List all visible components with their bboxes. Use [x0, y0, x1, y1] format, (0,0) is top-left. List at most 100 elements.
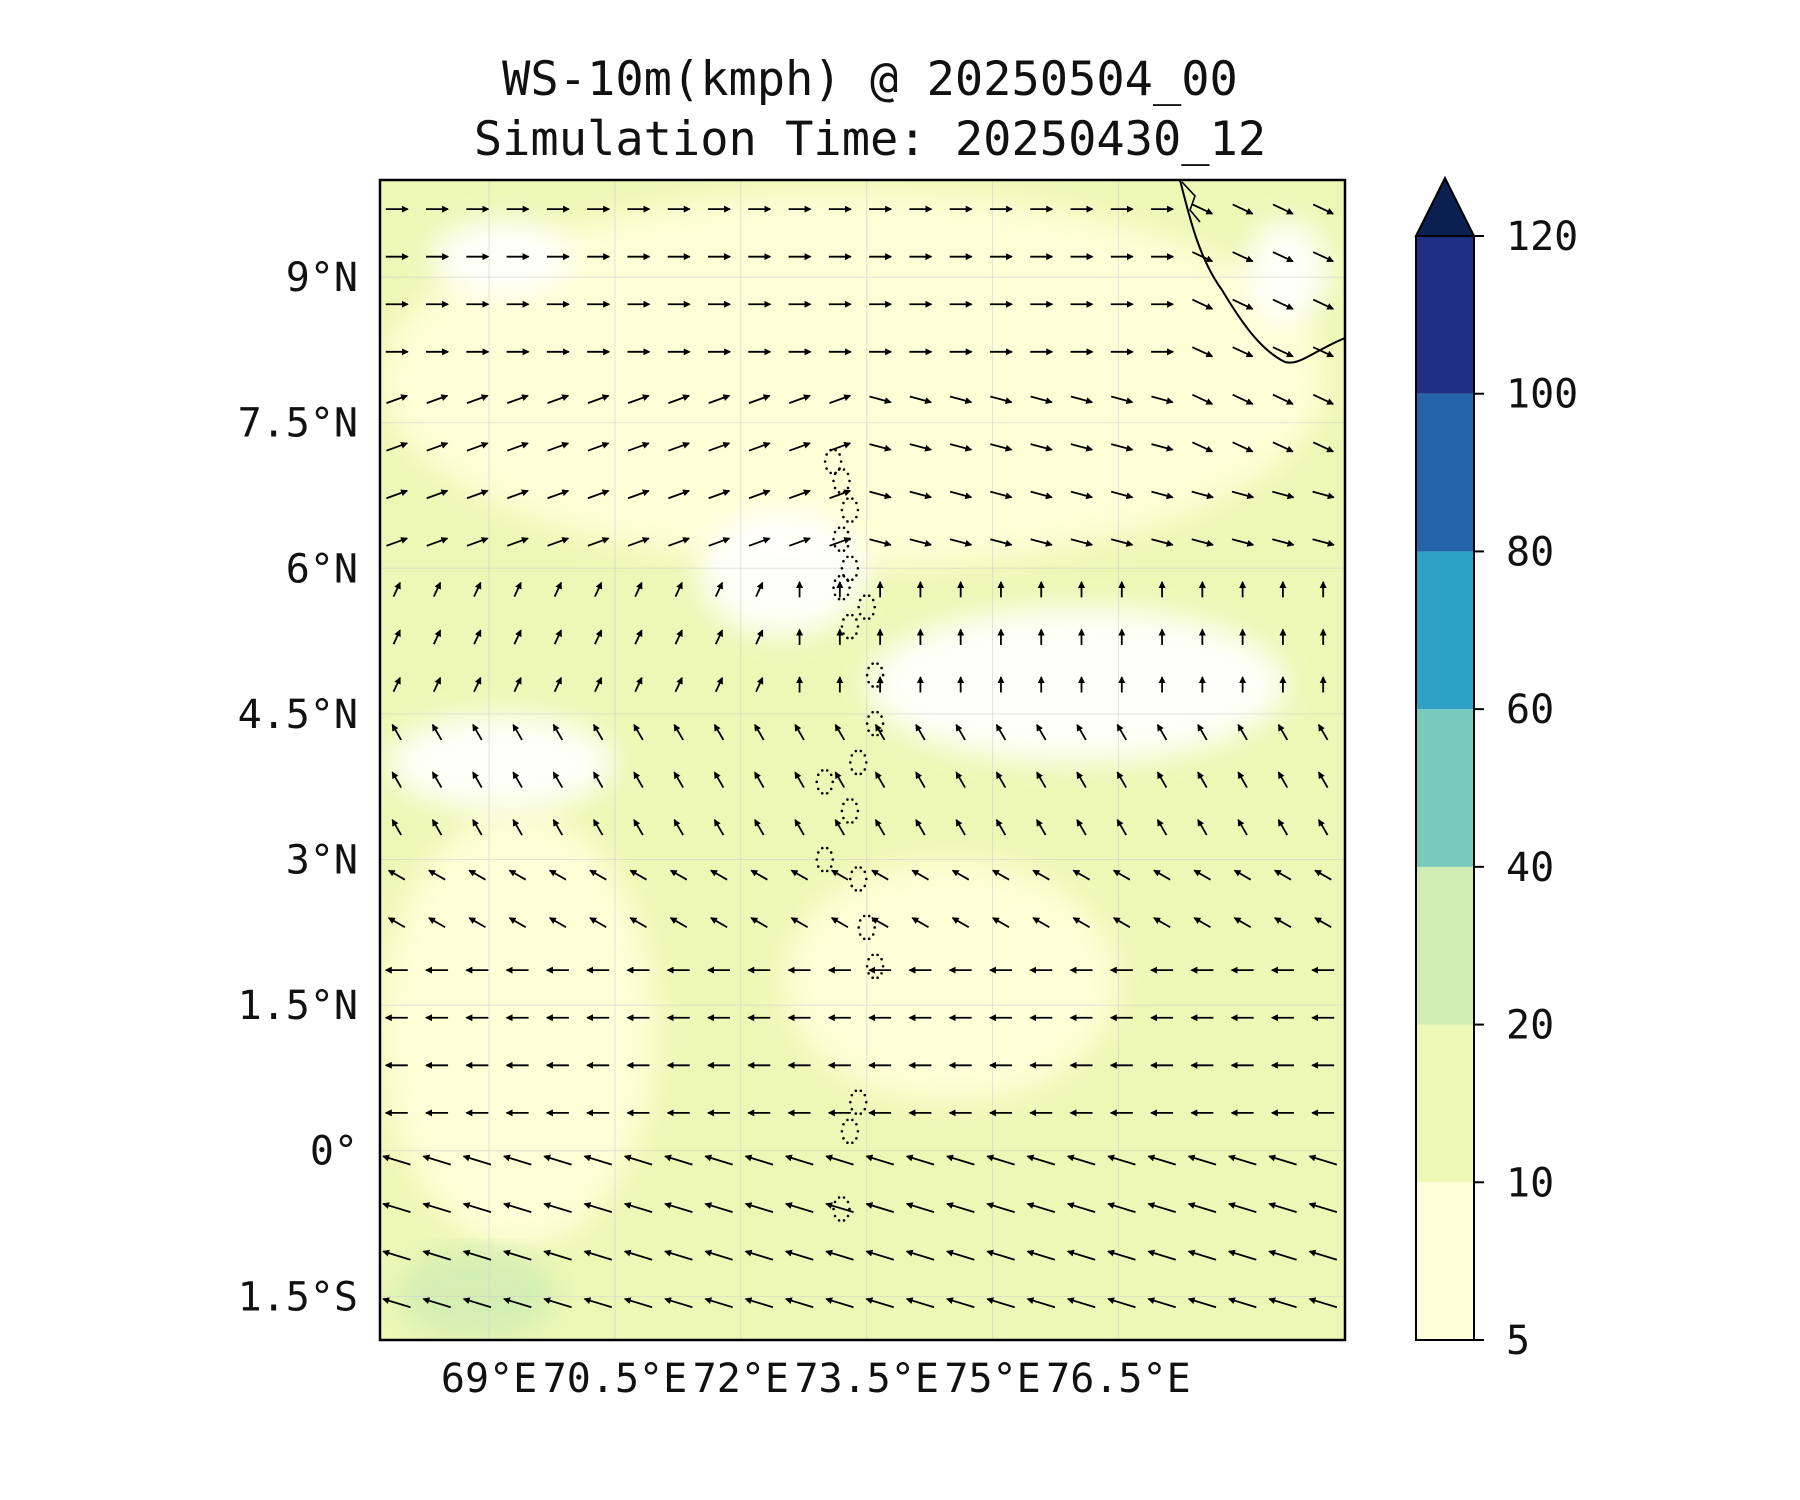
wind-arrow — [431, 723, 443, 741]
wind-arrow — [673, 771, 684, 788]
wind-arrow — [1187, 1202, 1217, 1214]
wind-arrow — [627, 394, 650, 404]
wind-arrow — [710, 917, 728, 929]
wind-arrow — [871, 869, 889, 881]
atoll-dot — [859, 889, 863, 892]
wind-arrow — [386, 489, 409, 500]
y-tick-label: 3°N — [286, 837, 358, 883]
atoll-dot — [842, 618, 845, 621]
atoll-dot — [871, 598, 875, 602]
wind-arrow — [553, 676, 562, 693]
wind-arrow — [986, 1202, 1015, 1214]
atoll-dot — [842, 501, 845, 505]
wind-arrow — [714, 581, 724, 597]
atoll-dot — [856, 508, 860, 512]
atoll-dot — [846, 486, 850, 490]
atoll-dot — [825, 453, 828, 456]
wind-arrow — [553, 581, 562, 597]
atoll-dot — [846, 636, 849, 640]
wind-arrow — [392, 629, 401, 645]
wind-arrow — [669, 917, 688, 929]
wind-arrow — [1110, 443, 1134, 452]
wind-arrow — [473, 676, 482, 693]
atoll-dot — [865, 761, 868, 764]
atoll-dot — [816, 773, 820, 777]
atoll-dot — [871, 933, 875, 936]
atoll-dot — [881, 964, 885, 968]
wind-arrow — [1147, 1249, 1177, 1261]
map-plot-area — [380, 180, 1345, 1340]
atoll-dot — [859, 1089, 863, 1093]
wind-arrow — [1233, 917, 1252, 929]
atoll-dot — [871, 976, 874, 979]
wind-arrow — [426, 394, 449, 404]
wind-arrow — [543, 1202, 572, 1214]
wind-arrow — [1197, 818, 1208, 836]
atoll-dot — [846, 1141, 849, 1145]
atoll-dot — [851, 497, 854, 500]
wind-arrow — [788, 441, 811, 452]
wind-arrow — [513, 676, 522, 693]
wind-arrow — [432, 676, 442, 693]
colorbar-segment — [1416, 709, 1474, 867]
wind-arrow — [629, 917, 647, 929]
atoll-dot — [863, 884, 867, 888]
wind-arrow — [744, 1154, 774, 1166]
atoll-dot — [862, 617, 866, 620]
atoll-dot — [837, 549, 841, 552]
light-region-2 — [380, 189, 1329, 569]
wind-arrow — [1318, 818, 1329, 836]
colorbar-segment — [1416, 1182, 1474, 1340]
atoll-dot — [851, 520, 854, 523]
wind-arrow — [1151, 538, 1174, 547]
colorbar-frame — [1415, 235, 1475, 1341]
wind-arrow — [1308, 1297, 1338, 1309]
wind-arrow — [386, 441, 409, 452]
wind-arrow — [1318, 723, 1329, 741]
wind-arrow — [784, 1249, 814, 1261]
wind-arrow — [1187, 1297, 1217, 1309]
wind-arrow — [1193, 869, 1211, 881]
atoll-dot — [832, 537, 835, 541]
atoll-dot — [855, 515, 858, 519]
wind-arrow — [1112, 869, 1131, 881]
atoll-dot — [871, 733, 874, 737]
wind-arrow — [592, 818, 604, 836]
wind-arrow — [704, 1202, 733, 1214]
wind-arrow — [664, 1202, 693, 1214]
atoll-dot — [842, 549, 846, 552]
atoll-dot — [849, 1100, 852, 1104]
calm-region-0 — [698, 510, 867, 637]
atoll-dot — [829, 773, 833, 777]
atoll-dot — [867, 937, 871, 941]
wind-arrow — [547, 489, 570, 500]
wind-arrow — [713, 723, 725, 741]
wind-arrow — [794, 818, 805, 836]
atoll-dot — [842, 574, 846, 578]
wind-arrow — [508, 869, 527, 881]
wind-arrow — [1156, 818, 1168, 836]
wind-arrow — [794, 771, 805, 788]
wind-arrow — [1066, 1297, 1096, 1309]
wind-arrow — [750, 917, 768, 929]
wind-arrow — [422, 1154, 451, 1166]
wind-arrow — [583, 1297, 613, 1309]
wind-arrow — [1116, 723, 1127, 741]
wind-arrow — [1314, 869, 1332, 881]
wind-arrow — [391, 771, 402, 788]
atoll-dot — [846, 472, 850, 476]
atoll-dot — [825, 769, 829, 772]
atoll-dot — [876, 953, 879, 957]
wind-arrow — [1026, 1154, 1056, 1166]
wind-arrow — [386, 537, 409, 547]
wind-arrow — [1030, 490, 1053, 500]
wind-arrow — [1110, 538, 1134, 547]
wind-arrow — [949, 538, 973, 547]
atoll-dot — [842, 632, 845, 635]
wind-arrow — [623, 1154, 653, 1166]
wind-arrow — [754, 723, 765, 741]
atoll-dot — [846, 593, 850, 597]
map-gridlines — [380, 180, 1345, 1340]
wind-arrow — [955, 818, 966, 836]
